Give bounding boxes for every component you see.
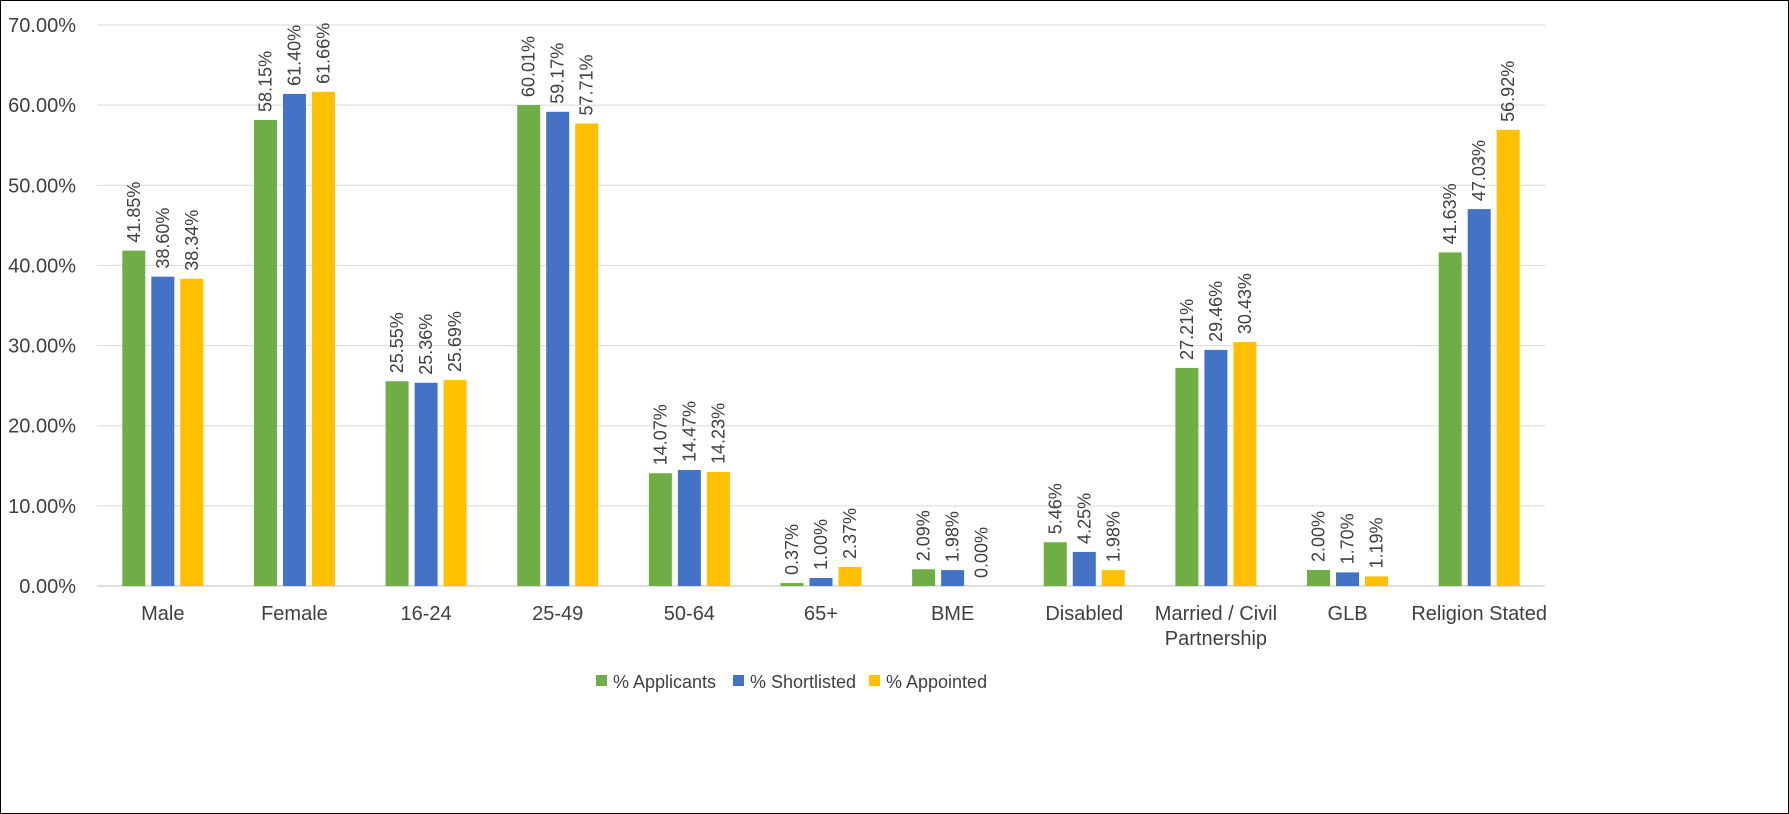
data-label: 61.40% xyxy=(284,25,304,86)
data-labels: 41.85% 38.60% 38.34% 58.15% 61.40% 61.66% 25.5… xyxy=(124,23,1518,578)
data-label: 60.01% xyxy=(519,36,539,97)
data-label: 27.21% xyxy=(1177,299,1197,360)
legend-label: % Appointed xyxy=(886,672,987,692)
data-label: 25.69% xyxy=(445,311,465,372)
bar xyxy=(1365,576,1389,586)
bar xyxy=(1438,252,1462,586)
data-label: 14.07% xyxy=(650,404,670,465)
data-label: 2.09% xyxy=(914,510,934,561)
bar xyxy=(1336,572,1360,586)
data-label: 38.60% xyxy=(153,208,173,269)
bar xyxy=(546,111,570,587)
x-tick-label: Married / Civil Partnership xyxy=(1155,603,1277,650)
bar xyxy=(677,470,701,586)
bar xyxy=(1072,551,1096,586)
bar xyxy=(941,570,965,586)
data-label: 25.55% xyxy=(387,312,407,373)
data-label: 59.17% xyxy=(548,43,568,104)
data-label: 29.46% xyxy=(1206,281,1226,342)
y-tick-label: 10.00% xyxy=(8,496,76,518)
y-tick-label: 70.00% xyxy=(8,15,76,37)
bar xyxy=(1175,367,1199,586)
bar xyxy=(838,567,862,586)
data-label: 56.92% xyxy=(1498,61,1518,122)
data-label: 38.34% xyxy=(182,210,202,271)
data-label: 1.98% xyxy=(1103,511,1123,562)
data-label: 1.98% xyxy=(943,511,963,562)
bar xyxy=(575,123,599,586)
bar xyxy=(912,569,936,586)
data-label: 41.63% xyxy=(1440,183,1460,244)
data-label: 14.47% xyxy=(679,401,699,462)
legend-swatch xyxy=(733,675,744,686)
data-label: 2.37% xyxy=(840,508,860,559)
data-label: 61.66% xyxy=(313,23,333,84)
bar xyxy=(1467,209,1491,587)
x-tick-label: 65+ xyxy=(804,603,838,625)
data-label: 14.23% xyxy=(708,403,728,464)
bar xyxy=(253,119,277,586)
y-tick-label: 40.00% xyxy=(8,255,76,277)
y-tick-label: 0.00% xyxy=(19,576,76,598)
x-tick-label: 50-64 xyxy=(664,603,715,625)
x-tick-label: 25-49 xyxy=(532,603,583,625)
data-label: 1.00% xyxy=(811,519,831,570)
bar xyxy=(385,381,409,586)
bar xyxy=(282,93,306,587)
bar xyxy=(706,471,730,586)
legend: % Applicants % Shortlisted % Appointed xyxy=(596,672,987,692)
data-label: 4.25% xyxy=(1074,493,1094,544)
legend-label: % Applicants xyxy=(613,672,716,692)
bar xyxy=(180,278,204,586)
data-label: 5.46% xyxy=(1045,483,1065,534)
data-label: 0.37% xyxy=(782,524,802,575)
x-tick-label: Religion Stated xyxy=(1411,603,1547,625)
x-tick-label: BME xyxy=(931,603,974,625)
bar xyxy=(311,91,335,586)
y-tick-label: 30.00% xyxy=(8,336,76,358)
y-tick-label: 50.00% xyxy=(8,175,76,197)
data-label: 1.70% xyxy=(1338,513,1358,564)
bar xyxy=(809,577,833,586)
bar xyxy=(414,382,438,586)
legend-swatch xyxy=(596,675,607,686)
data-label: 58.15% xyxy=(255,51,275,112)
data-label: 30.43% xyxy=(1235,273,1255,334)
bar xyxy=(648,473,672,586)
bar xyxy=(1101,570,1125,586)
data-label: 1.19% xyxy=(1367,517,1387,568)
y-tick-label: 20.00% xyxy=(8,416,76,438)
y-tick-label: 60.00% xyxy=(8,95,76,117)
x-tick-label: Male xyxy=(141,603,184,625)
bar xyxy=(780,583,804,586)
y-axis-tick-labels: 0.00% 10.00% 20.00% 30.00% 40.00% 50.00% 60.00… xyxy=(8,15,76,598)
legend-swatch xyxy=(869,675,880,686)
bar xyxy=(122,250,146,586)
bars xyxy=(122,91,1520,587)
bar xyxy=(1496,129,1520,587)
bar xyxy=(1307,569,1331,586)
x-axis-tick-labels: Male Female 16-24 25-49 50-64 65+ BME Disabled M… xyxy=(141,603,1547,650)
data-label: 41.85% xyxy=(124,182,144,243)
data-label: 25.36% xyxy=(416,314,436,375)
bar xyxy=(1233,342,1257,586)
bar xyxy=(1043,542,1067,586)
data-label: 57.71% xyxy=(577,54,597,115)
data-label: 0.00% xyxy=(972,527,992,578)
data-label: 2.00% xyxy=(1309,511,1329,562)
x-tick-label: 16-24 xyxy=(401,603,452,625)
x-tick-label: Disabled xyxy=(1045,603,1123,625)
bar xyxy=(517,105,541,586)
bar xyxy=(443,380,467,586)
x-tick-label: Female xyxy=(261,603,328,625)
legend-label: % Shortlisted xyxy=(750,672,856,692)
x-tick-label: GLB xyxy=(1328,603,1368,625)
gridlines xyxy=(97,24,1545,587)
bar xyxy=(151,276,175,586)
data-label: 47.03% xyxy=(1469,140,1489,201)
bar xyxy=(1204,349,1228,586)
